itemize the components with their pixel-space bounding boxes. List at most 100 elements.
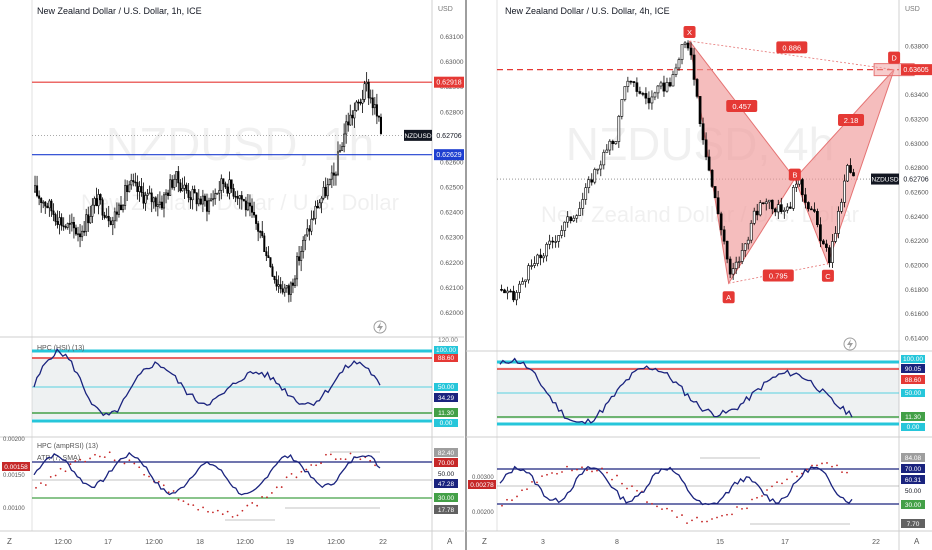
- left-candle-body: [165, 192, 168, 196]
- left-time-label: 18: [196, 539, 204, 546]
- right-hsi-tag-green: 11.30: [905, 414, 921, 421]
- right-price-tick: 0.61400: [905, 336, 929, 343]
- left-candle-body: [324, 186, 327, 197]
- right-candle-body: [680, 44, 684, 60]
- right-candle-body: [644, 93, 648, 99]
- pattern-ratio-cd: 2.18: [844, 116, 859, 125]
- right-candle-body: [689, 47, 693, 56]
- left-hsi-tag-red: 88.60: [438, 355, 455, 362]
- left-candle-body: [257, 223, 260, 232]
- right-candle-body: [770, 199, 774, 210]
- right-symbol-tag: NZDUSD: [871, 173, 899, 185]
- left-atr-dot: [108, 451, 111, 454]
- right-autoscale-button[interactable]: A: [914, 537, 920, 546]
- pattern-xd-line: [689, 40, 895, 71]
- left-candle-body: [312, 218, 315, 220]
- left-lightning-icon[interactable]: [373, 320, 387, 334]
- left-candle-body: [191, 189, 194, 201]
- pattern-point-c-bg: [821, 269, 834, 282]
- left-timezone-button[interactable]: Z: [7, 537, 12, 546]
- left-panel-background: [0, 0, 464, 550]
- left-amp-tick-0: 0.00200: [3, 437, 25, 443]
- right-candle-body: [572, 217, 576, 222]
- right-candle-body: [503, 289, 506, 294]
- right-candle-body: [695, 79, 699, 97]
- left-candle-body: [222, 178, 225, 185]
- left-price-tick: 0.63000: [440, 59, 464, 66]
- left-atr-dot: [148, 475, 150, 478]
- right-atr-dot: [511, 499, 513, 502]
- left-time-axis-labels: 12:00 17 12:00 18 12:00 19 12:00 22: [54, 539, 387, 546]
- left-candle-body: [265, 251, 268, 257]
- left-atr-dot: [113, 459, 116, 462]
- right-atr-dot: [576, 468, 578, 471]
- right-atr-dot: [836, 464, 838, 467]
- left-time-label: 17: [104, 539, 112, 546]
- left-candle-body: [253, 211, 256, 216]
- left-candle-body: [314, 205, 317, 219]
- pattern-ratio-bc: 0.795: [769, 271, 788, 280]
- left-atr-dot: [334, 458, 337, 461]
- right-price-tick: 0.62000: [905, 262, 929, 269]
- left-candle-body: [126, 185, 129, 193]
- right-lightning-icon[interactable]: [843, 337, 857, 351]
- right-candle-body: [539, 254, 542, 259]
- right-candle-body: [837, 211, 840, 234]
- left-hsi-band: [32, 357, 432, 419]
- right-candle-body: [554, 241, 558, 243]
- left-atr-dot: [40, 482, 42, 485]
- left-currency-label: USD: [438, 6, 453, 13]
- left-chart-title: New Zealand Dollar / U.S. Dollar, 1h, IC…: [37, 6, 202, 16]
- left-candle-body: [320, 197, 323, 204]
- left-autoscale-button[interactable]: A: [447, 537, 453, 546]
- left-amp-tag-3: 47.28: [438, 481, 455, 488]
- left-candle-body: [273, 276, 276, 280]
- left-atr-dot: [369, 459, 372, 462]
- left-candle-body: [50, 200, 53, 212]
- left-candle-body: [52, 210, 55, 215]
- right-atr-dot: [626, 487, 628, 490]
- right-last-price-tag: 0.62706: [901, 173, 932, 185]
- left-candle-body: [150, 192, 153, 203]
- right-candle-body: [653, 92, 657, 98]
- right-candle-body: [500, 289, 503, 291]
- left-amp-tag-0: 82.40: [438, 450, 455, 457]
- right-candle-body: [782, 209, 786, 212]
- left-candle-body: [76, 233, 80, 236]
- right-candle-body: [776, 204, 780, 213]
- left-atr-dot: [49, 476, 52, 478]
- right-price-tick: 0.63400: [905, 92, 929, 99]
- right-candle-body: [611, 140, 615, 145]
- left-candle-body: [310, 218, 313, 232]
- left-candle-body: [291, 282, 294, 286]
- left-candle-body: [271, 266, 274, 277]
- left-atr-dot: [197, 508, 200, 511]
- left-candle-body: [328, 178, 331, 185]
- left-candle-body: [34, 185, 37, 193]
- left-hsi-oscillator-line: [33, 347, 381, 417]
- left-candle-body: [81, 230, 84, 238]
- left-amp-tick-1: 0.00150: [3, 473, 25, 479]
- right-candle-body: [686, 42, 690, 49]
- right-timezone-button[interactable]: Z: [482, 537, 487, 546]
- pattern-ratio-ab-bg: [726, 100, 758, 112]
- left-atr-dot: [290, 473, 293, 475]
- left-candle-body: [318, 202, 321, 209]
- left-candle-body: [162, 194, 166, 209]
- right-candle-body: [722, 229, 726, 242]
- right-atr-dot: [571, 469, 573, 472]
- left-atr-dot: [325, 453, 327, 456]
- right-atr-dot: [656, 505, 658, 508]
- right-last-price-value: 0.62706: [903, 177, 928, 184]
- left-candle-body: [240, 195, 243, 200]
- left-atr-dot: [295, 476, 298, 479]
- left-candle-body: [66, 223, 69, 228]
- left-atr-dot: [103, 456, 106, 459]
- left-candle-body: [138, 186, 141, 192]
- left-candle-body: [316, 205, 319, 209]
- left-candle-body: [341, 146, 344, 151]
- right-atr-dot: [541, 475, 543, 478]
- right-atr-dot: [696, 516, 698, 519]
- pattern-point-a-bg: [722, 291, 735, 304]
- right-candle-body: [590, 179, 594, 183]
